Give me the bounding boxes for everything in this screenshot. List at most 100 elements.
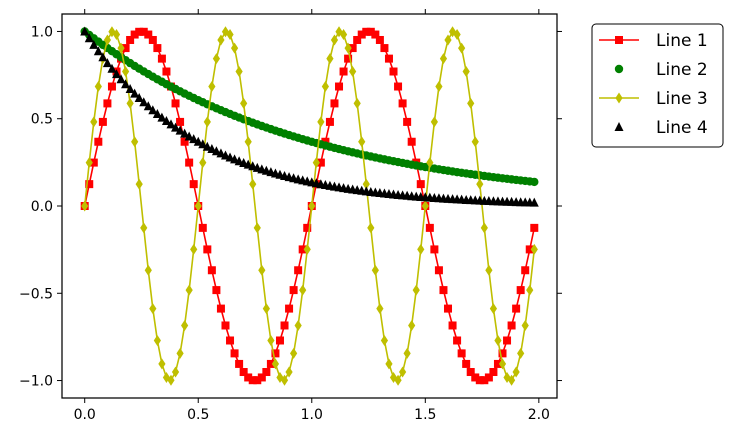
series-3-point bbox=[140, 222, 148, 234]
series-1-point bbox=[439, 286, 448, 295]
series-3-point bbox=[512, 366, 520, 378]
series-3-point bbox=[85, 157, 93, 169]
series-1-point bbox=[107, 82, 116, 91]
series-1-point bbox=[521, 266, 530, 275]
series-1-point bbox=[294, 266, 303, 275]
series-3-point bbox=[153, 334, 161, 346]
series-1-point bbox=[471, 373, 480, 382]
series-3-point bbox=[335, 26, 343, 38]
series-1-point bbox=[353, 35, 362, 44]
series-3-point bbox=[240, 97, 248, 109]
series-4-point bbox=[171, 122, 181, 132]
series-3-point bbox=[430, 116, 438, 128]
series-1-point bbox=[257, 373, 266, 382]
series-4-point bbox=[116, 74, 126, 84]
series-1-point bbox=[512, 304, 521, 313]
series-3-point bbox=[394, 374, 402, 386]
series-3-point bbox=[90, 116, 98, 128]
legend-item-1: Line 1 bbox=[599, 31, 708, 51]
series-3-point bbox=[471, 136, 479, 148]
series-1-point bbox=[457, 349, 466, 358]
series-3-point bbox=[507, 374, 516, 386]
series-1-point bbox=[203, 245, 212, 254]
series-3 bbox=[81, 26, 538, 386]
series-4-point bbox=[175, 125, 185, 135]
series-3-point bbox=[376, 303, 384, 315]
x-tick-label: 1.0 bbox=[301, 407, 323, 423]
series-4-point bbox=[198, 139, 208, 149]
series-3-point bbox=[203, 116, 211, 128]
series-1-point bbox=[89, 158, 98, 167]
series-3-point bbox=[530, 243, 538, 255]
series-4-point bbox=[139, 97, 149, 107]
series-1-point bbox=[266, 359, 275, 368]
series-4-point bbox=[143, 101, 153, 111]
series-3-point bbox=[339, 29, 348, 41]
series-1-point bbox=[198, 223, 207, 232]
series-3-point bbox=[521, 319, 529, 331]
series-3-point bbox=[176, 347, 184, 359]
series-1-point bbox=[130, 30, 139, 39]
series-1-point bbox=[212, 286, 221, 295]
series-1-point bbox=[126, 35, 135, 44]
series-2-point bbox=[530, 177, 539, 187]
series-1-point bbox=[98, 117, 107, 126]
series-1-point bbox=[375, 35, 384, 44]
series-3-point bbox=[112, 29, 121, 41]
series-3-point bbox=[131, 136, 139, 148]
legend-label: Line 4 bbox=[656, 118, 708, 138]
series-4-point bbox=[180, 128, 190, 138]
x-tick-label: 0.0 bbox=[74, 407, 96, 423]
series-3-point bbox=[489, 303, 498, 315]
series-4-point bbox=[166, 119, 176, 129]
series-1-point bbox=[389, 67, 398, 76]
series-3-point bbox=[212, 53, 221, 65]
series-1-point bbox=[139, 27, 148, 36]
series-1-point bbox=[262, 368, 271, 377]
series-1-point bbox=[253, 376, 262, 385]
series-4-point bbox=[121, 79, 131, 89]
series-1-point bbox=[207, 266, 216, 275]
series-3-point bbox=[249, 178, 257, 190]
series-1-point bbox=[434, 266, 443, 275]
series-3-point bbox=[494, 334, 502, 346]
series-1-point bbox=[425, 223, 434, 232]
series-4-point bbox=[529, 197, 539, 207]
series-1-point bbox=[466, 368, 475, 377]
series-4-point bbox=[98, 52, 108, 62]
series-3-point bbox=[103, 34, 112, 46]
series-3-point bbox=[344, 42, 352, 54]
series-3-point bbox=[81, 200, 89, 212]
series-4-point bbox=[125, 84, 135, 94]
series-1-point bbox=[316, 158, 325, 167]
series-3-point bbox=[353, 97, 361, 109]
series-3-point bbox=[426, 157, 434, 169]
series-3-point bbox=[476, 178, 484, 190]
series-3-point bbox=[362, 178, 370, 190]
series-3-point bbox=[253, 222, 261, 234]
series-3-point bbox=[271, 358, 280, 370]
series-4-point bbox=[102, 58, 112, 68]
legend-label: Line 1 bbox=[656, 31, 708, 51]
series-1-point bbox=[503, 336, 512, 345]
series-3-point bbox=[276, 371, 284, 383]
series-4-point bbox=[130, 88, 140, 98]
series-4-point bbox=[111, 69, 121, 79]
series-1-point bbox=[230, 349, 239, 358]
series-3-point bbox=[167, 374, 175, 386]
series-3-point bbox=[158, 358, 166, 370]
series-1-point bbox=[176, 117, 185, 126]
series-3-point bbox=[294, 319, 302, 331]
series-3-point bbox=[462, 66, 470, 78]
series-3-point bbox=[117, 42, 125, 54]
legend: Line 1 Line 2 Line 3 Line 4 bbox=[591, 23, 724, 148]
series-3-point bbox=[321, 81, 329, 93]
series-3-point bbox=[230, 42, 239, 54]
series-3-point bbox=[389, 371, 398, 383]
series-1-point bbox=[285, 304, 294, 313]
series-1-point bbox=[298, 245, 307, 254]
series-3-point bbox=[358, 136, 366, 148]
series-1-point bbox=[430, 245, 439, 254]
legend-marker bbox=[614, 122, 624, 131]
series-4-point bbox=[148, 105, 158, 115]
